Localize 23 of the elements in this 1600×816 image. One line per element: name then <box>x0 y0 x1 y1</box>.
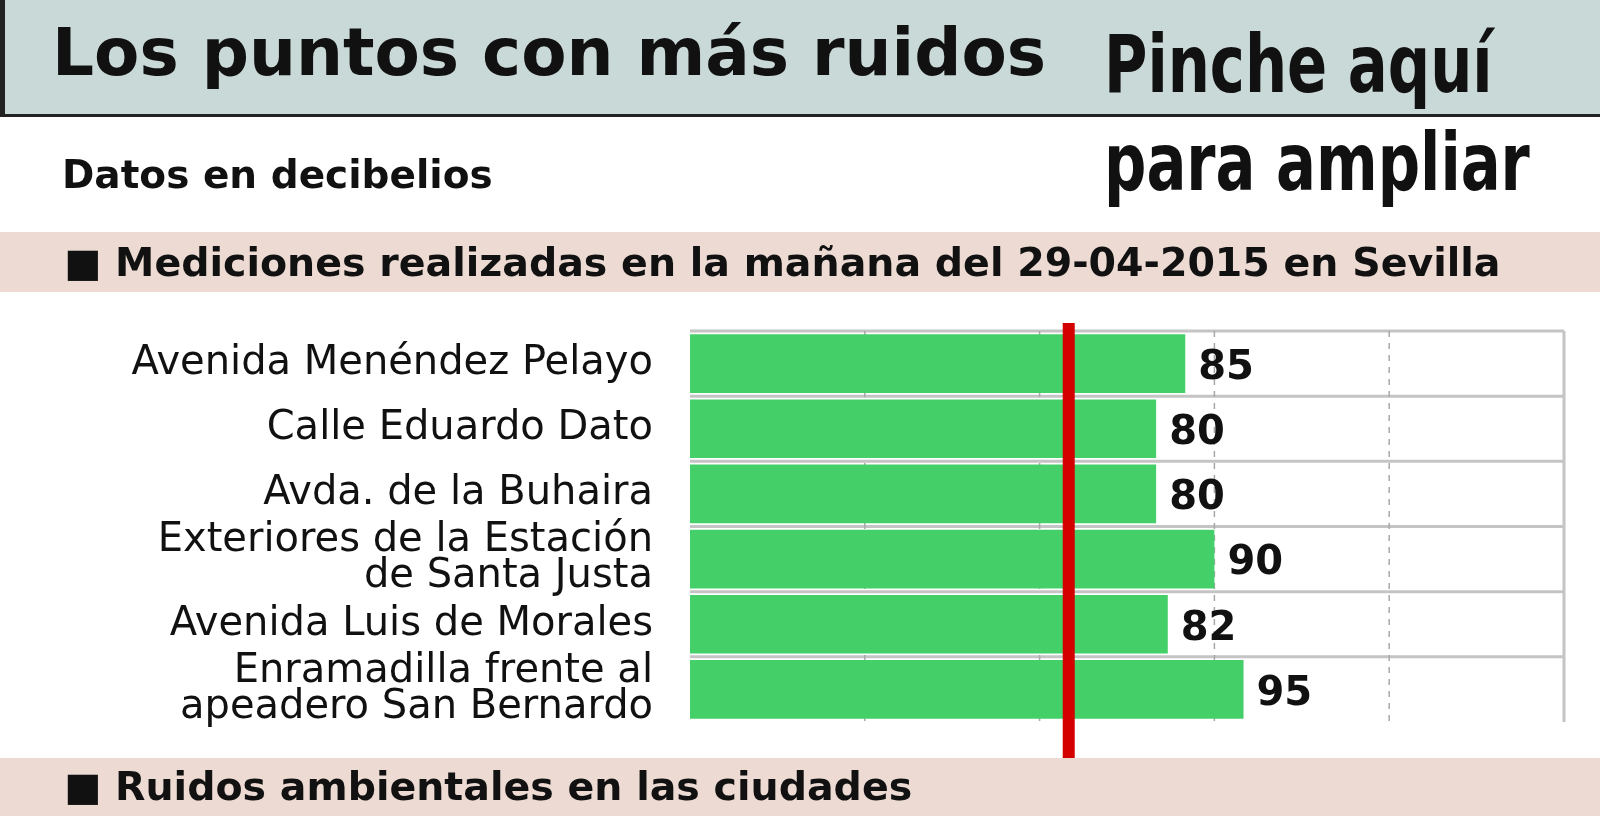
data-label: 80 <box>1169 407 1225 454</box>
bar <box>690 464 1157 524</box>
y-tick-label: Enramadilla frente al apeadero San Bernardo <box>179 644 653 727</box>
text: ■ Ruidos ambientales en las ciudades <box>64 763 913 809</box>
text: ■ Mediciones realizadas en la mañana del 29-04-2015 en Sevilla <box>64 239 1501 285</box>
y-tick-label: Avenida Luis de Morales <box>169 597 653 644</box>
data-label: 82 <box>1180 602 1237 649</box>
bar <box>690 399 1157 459</box>
y-tick-label: Calle Eduardo Dato <box>266 402 653 449</box>
y-tick-label: Avenida Menéndez Pelayo <box>131 336 653 383</box>
data-label: 95 <box>1256 667 1313 714</box>
text: Pinche aquí para ampliar <box>1104 17 1531 211</box>
bar <box>690 660 1244 719</box>
y-tick-label: Exteriores de la Estación de Santa Justa <box>157 514 653 597</box>
y-tick-label: Avda. de la Buhaira <box>263 467 653 514</box>
text: Datos en decibelios <box>62 152 493 197</box>
bar <box>690 334 1186 393</box>
data-label: 80 <box>1169 472 1225 519</box>
chart-title: Los puntos con más ruidos <box>52 14 1047 91</box>
bar <box>690 529 1215 589</box>
data-label: 85 <box>1198 341 1254 388</box>
data-label: 90 <box>1227 537 1284 584</box>
bar <box>690 594 1168 654</box>
